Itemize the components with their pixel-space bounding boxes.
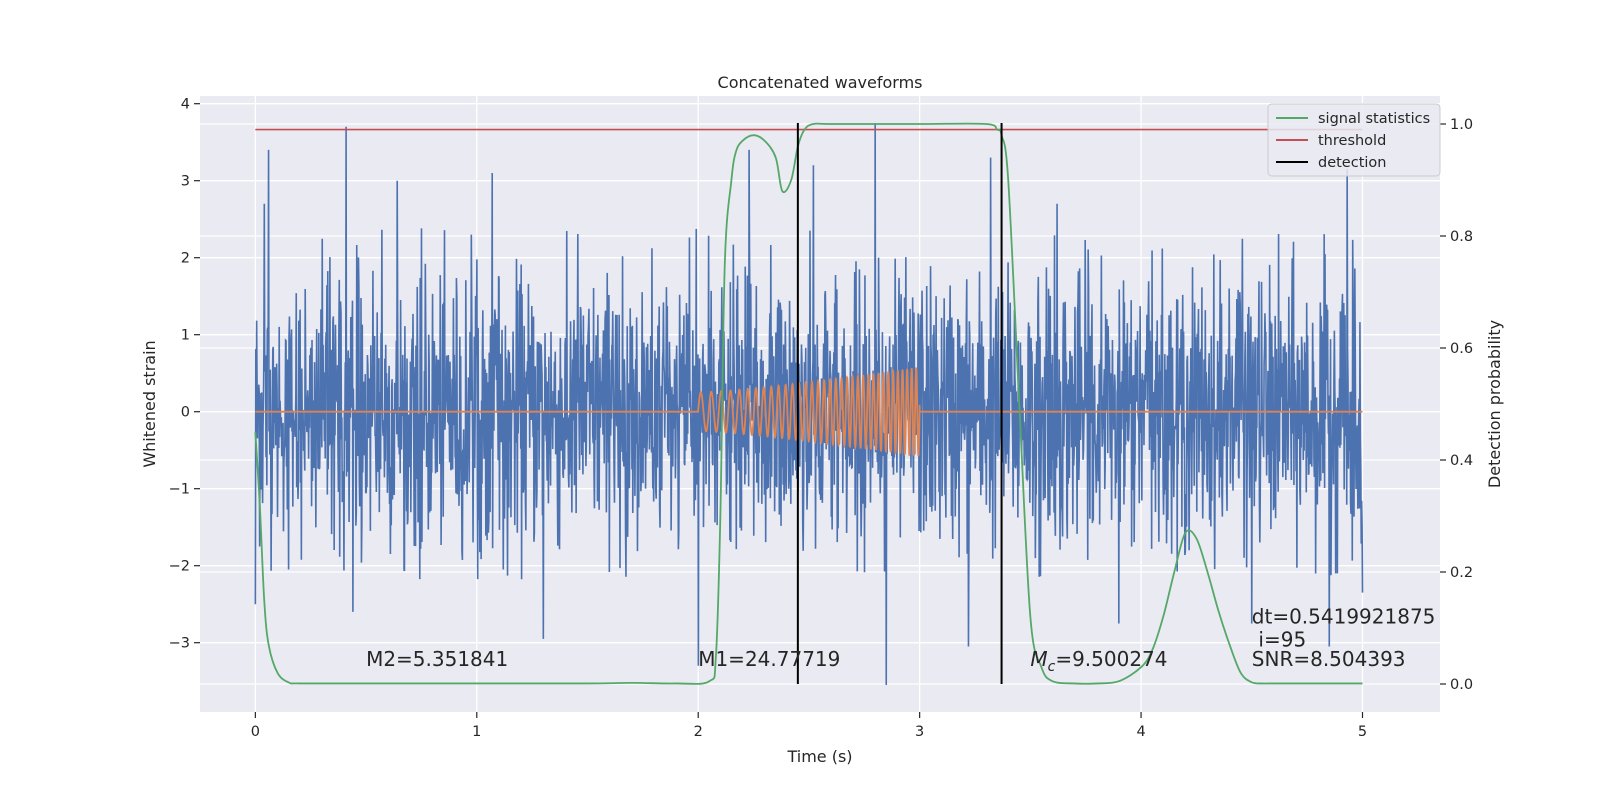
- x-tick-label: 4: [1136, 724, 1145, 740]
- legend-label: signal statistics: [1318, 111, 1430, 127]
- y-tick-label: −3: [169, 636, 190, 652]
- annotation-text: M1=24.77719: [698, 647, 840, 671]
- signal-statistics-line: [254, 122, 1363, 685]
- y-tick-label: −1: [169, 482, 190, 498]
- x-tick-label: 5: [1358, 724, 1367, 740]
- x-tick-label: 3: [915, 724, 924, 740]
- y2-tick-label: 0.2: [1450, 565, 1473, 581]
- y2-tick-label: 0.8: [1450, 229, 1473, 245]
- annotation-text: i=95: [1258, 628, 1306, 652]
- y2-axis-label: Detection probability: [1485, 320, 1504, 488]
- y-tick-label: 1: [181, 328, 190, 344]
- annotation-text: M2=5.351841: [366, 647, 508, 671]
- y2-tick-label: 0.0: [1450, 677, 1473, 693]
- x-tick-label: 0: [251, 724, 260, 740]
- x-tick-label: 2: [694, 724, 703, 740]
- y2-tick-label: 0.6: [1450, 341, 1473, 357]
- annotation-text: SNR=8.504393: [1252, 647, 1406, 671]
- legend-label: threshold: [1318, 133, 1386, 149]
- ticks-layer: 0 1 2 3 4 5 −3 −2 −1 0 1 2 3 4 0.0 0.2 0.4 0.6 0.8 1.0: [169, 97, 1473, 740]
- legend-label: detection: [1318, 155, 1386, 171]
- legend: signal statistics threshold detection: [1267, 103, 1441, 177]
- series-layer: [254, 122, 1364, 686]
- annotations: M2=5.351841 M1=24.77719 Mc=9.500274 dt=0.54…: [366, 604, 1435, 674]
- chirp-template-line: [255, 367, 1363, 457]
- strain-noise-line: [254, 122, 1364, 686]
- y-tick-label: 3: [181, 174, 190, 190]
- x-tick-label: 1: [472, 724, 481, 740]
- chart-title: Concatenated waveforms: [718, 73, 923, 92]
- y-tick-label: 4: [181, 97, 190, 113]
- y2-tick-label: 0.4: [1450, 453, 1473, 469]
- y-tick-label: −2: [169, 559, 190, 575]
- x-axis-label: Time (s): [786, 747, 852, 766]
- y-tick-label: 2: [181, 251, 190, 267]
- annotation-text: dt=0.5419921875: [1252, 604, 1436, 628]
- y2-tick-label: 1.0: [1450, 117, 1473, 133]
- y-axis-label: Whitened strain: [140, 340, 159, 467]
- legend-box: [1267, 103, 1441, 177]
- annotation-text: Mc=9.500274: [1030, 647, 1167, 675]
- y-tick-label: 0: [181, 405, 190, 421]
